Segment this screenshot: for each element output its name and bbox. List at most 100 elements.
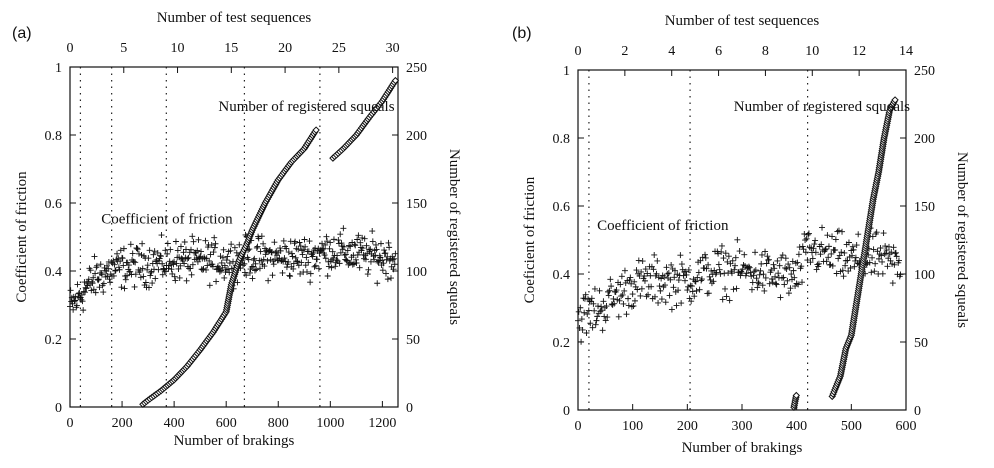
friction-point: [75, 290, 82, 297]
friction-point: [750, 272, 757, 279]
friction-point: [103, 262, 110, 269]
y2-tick-label: 0: [406, 401, 413, 416]
friction-point: [642, 266, 649, 273]
friction-point: [138, 251, 145, 258]
friction-point: [184, 255, 191, 262]
friction-point: [657, 287, 664, 294]
friction-point: [362, 256, 369, 263]
friction-point: [802, 237, 809, 244]
y2-tick-label: 50: [406, 333, 420, 348]
friction-point: [212, 240, 219, 247]
friction-point: [142, 279, 149, 286]
friction-point: [236, 241, 243, 248]
friction-point: [385, 239, 392, 246]
friction-point: [653, 270, 660, 277]
friction-point: [799, 243, 806, 250]
friction-point: [791, 274, 798, 281]
friction-point: [93, 264, 100, 271]
friction-point: [117, 247, 124, 254]
friction-point: [678, 300, 685, 307]
friction-point: [257, 248, 264, 255]
x2-tick-label: 14: [899, 44, 913, 59]
friction-point: [352, 242, 359, 249]
friction-point: [157, 253, 164, 260]
x-tick-label: 200: [112, 416, 133, 431]
friction-point: [256, 265, 263, 272]
friction-point: [357, 239, 364, 246]
y2-tick-label: 100: [406, 265, 427, 280]
friction-point: [696, 286, 703, 293]
friction-point: [196, 254, 203, 261]
friction-point: [292, 238, 299, 245]
friction-point: [326, 245, 333, 252]
friction-point: [836, 252, 843, 259]
friction-point: [781, 281, 788, 288]
x2-tick-label: 10: [171, 41, 185, 56]
friction-point: [147, 272, 154, 279]
friction-point: [717, 270, 724, 277]
friction-point: [367, 258, 374, 265]
friction-point: [287, 273, 294, 280]
y2-tick-label: 200: [406, 129, 427, 144]
friction-point: [732, 254, 739, 261]
friction-point: [384, 253, 391, 260]
friction-point: [853, 242, 860, 249]
friction-point: [134, 245, 141, 252]
friction-point: [253, 244, 260, 251]
friction-point: [661, 274, 668, 281]
friction-point: [324, 238, 331, 245]
friction-point: [576, 324, 583, 331]
friction-point: [322, 255, 329, 262]
friction-point: [382, 250, 389, 257]
friction-point: [663, 264, 670, 271]
friction-point: [869, 233, 876, 240]
friction-point: [226, 269, 233, 276]
friction-point: [772, 280, 779, 287]
friction-point: [153, 256, 160, 263]
friction-point: [363, 242, 370, 249]
friction-point: [613, 287, 620, 294]
friction-point: [189, 261, 196, 268]
friction-point: [172, 277, 179, 284]
friction-point: [643, 293, 650, 300]
friction-point: [88, 287, 95, 294]
friction-point: [107, 279, 114, 286]
friction-point: [311, 263, 318, 270]
annotation-label: Number of registered squeals: [734, 99, 910, 115]
friction-point: [372, 252, 379, 259]
friction-point: [157, 252, 164, 259]
friction-point: [870, 246, 877, 253]
friction-point: [812, 237, 819, 244]
friction-point: [337, 231, 344, 238]
friction-point: [788, 271, 795, 278]
y-tick-label: 0.2: [553, 336, 571, 351]
friction-point: [840, 273, 847, 280]
friction-point: [616, 297, 623, 304]
friction-point: [188, 271, 195, 278]
friction-point: [283, 245, 290, 252]
friction-point: [253, 266, 260, 273]
friction-point: [648, 263, 655, 270]
friction-series: [575, 224, 904, 345]
friction-point: [852, 254, 859, 261]
friction-point: [790, 267, 797, 274]
friction-point: [621, 267, 628, 274]
friction-point: [92, 289, 99, 296]
friction-point: [751, 268, 758, 275]
friction-point: [766, 280, 773, 287]
friction-point: [671, 274, 678, 281]
friction-point: [752, 249, 759, 256]
friction-point: [369, 238, 376, 245]
friction-point: [802, 249, 809, 256]
friction-point: [339, 246, 346, 253]
friction-point: [268, 248, 275, 255]
friction-point: [305, 248, 312, 255]
friction-point: [169, 270, 176, 277]
friction-point: [255, 235, 262, 242]
friction-point: [164, 250, 171, 257]
friction-point: [272, 256, 279, 263]
friction-point: [71, 298, 78, 305]
friction-point: [637, 292, 644, 299]
